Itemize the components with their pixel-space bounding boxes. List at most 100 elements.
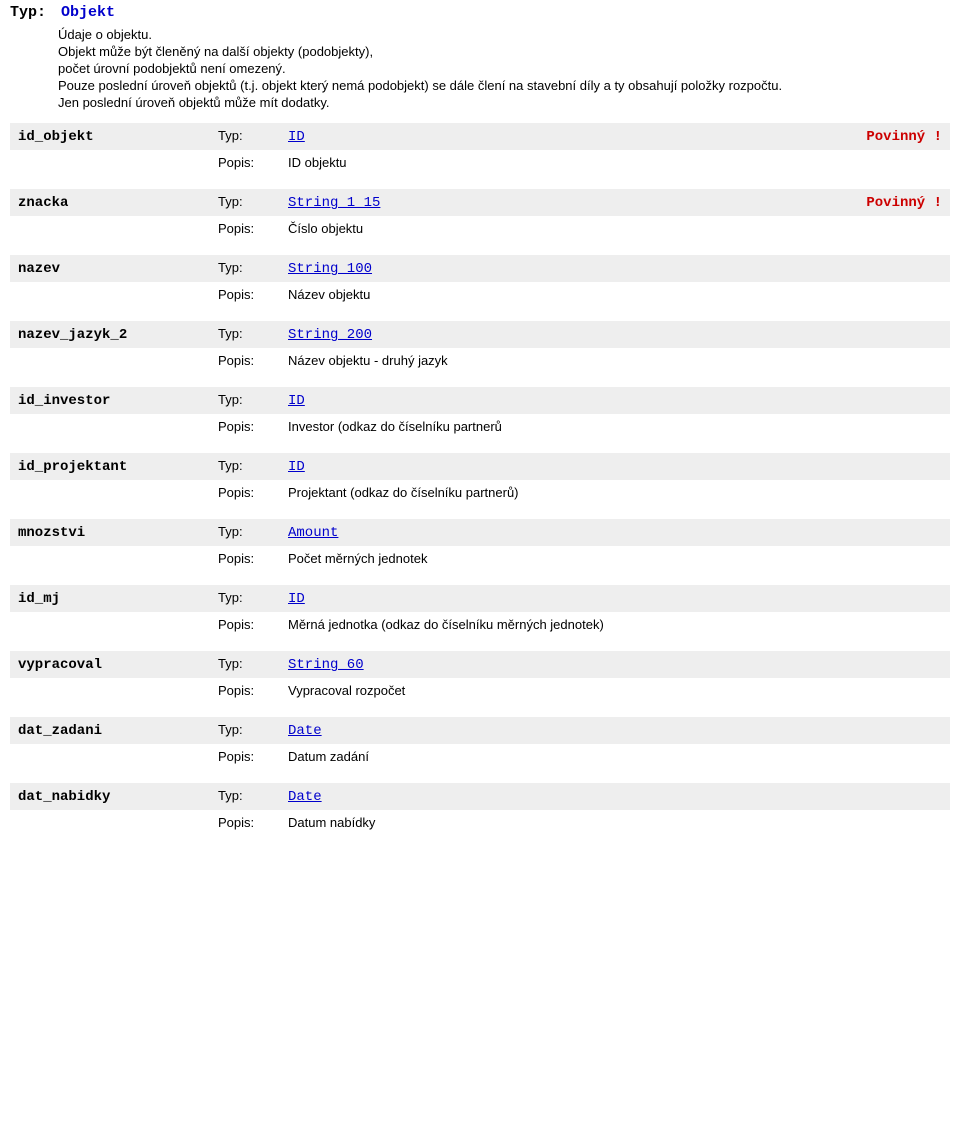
typ-label: Typ: xyxy=(218,656,288,671)
popis-value: Vypracoval rozpočet xyxy=(288,683,942,698)
desc-line: počet úrovní podobjektů není omezený. xyxy=(58,61,950,78)
field-desc-row: Popis:ID objektu xyxy=(10,150,950,175)
field-desc-row: Popis:Název objektu xyxy=(10,282,950,307)
popis-label: Popis: xyxy=(218,155,288,170)
popis-value: Název objektu xyxy=(288,287,942,302)
type-link[interactable]: ID xyxy=(288,591,305,607)
popis-value: Projektant (odkaz do číselníku partnerů) xyxy=(288,485,942,500)
popis-value: Datum nabídky xyxy=(288,815,942,830)
popis-value: ID objektu xyxy=(288,155,942,170)
typ-label: Typ: xyxy=(218,788,288,803)
typ-label: Typ: xyxy=(218,458,288,473)
field-name: dat_nabidky xyxy=(18,789,218,805)
popis-value: Investor (odkaz do číselníku partnerů xyxy=(288,419,942,434)
required-badge: Povinný ! xyxy=(866,129,942,145)
field-block: nazev_jazyk_2Typ:String_200Popis:Název o… xyxy=(10,321,950,373)
type-link[interactable]: Date xyxy=(288,723,322,739)
popis-label: Popis: xyxy=(218,617,288,632)
field-name: dat_zadani xyxy=(18,723,218,739)
field-block: id_mjTyp:IDPopis:Měrná jednotka (odkaz d… xyxy=(10,585,950,637)
field-desc-row: Popis:Počet měrných jednotek xyxy=(10,546,950,571)
type-header: Typ: Objekt Údaje o objektu. Objekt může… xyxy=(0,0,960,123)
required-badge: Povinný ! xyxy=(866,195,942,211)
popis-label: Popis: xyxy=(218,749,288,764)
type-header-label: Typ: xyxy=(10,4,46,21)
type-header-line: Typ: Objekt xyxy=(10,4,950,21)
field-block: dat_zadaniTyp:DatePopis:Datum zadání xyxy=(10,717,950,769)
desc-line: Objekt může být členěný na další objekty… xyxy=(58,44,950,61)
field-header-row: id_projektantTyp:ID xyxy=(10,453,950,480)
field-desc-row: Popis:Projektant (odkaz do číselníku par… xyxy=(10,480,950,505)
field-name: znacka xyxy=(18,195,218,211)
type-link[interactable]: String_100 xyxy=(288,261,372,277)
field-header-row: znackaTyp:String_1_15 Povinný ! xyxy=(10,189,950,216)
field-block: mnozstviTyp:AmountPopis:Počet měrných je… xyxy=(10,519,950,571)
type-link[interactable]: ID xyxy=(288,459,305,475)
type-header-value: Objekt xyxy=(61,4,115,21)
field-name: id_mj xyxy=(18,591,218,607)
field-block: id_objektTyp:ID Povinný ! Popis:ID objektu xyxy=(10,123,950,175)
field-header-row: id_investorTyp:ID xyxy=(10,387,950,414)
field-desc-row: Popis:Vypracoval rozpočet xyxy=(10,678,950,703)
type-link[interactable]: ID xyxy=(288,393,305,409)
field-block: id_investorTyp:IDPopis:Investor (odkaz d… xyxy=(10,387,950,439)
desc-line: Pouze poslední úroveň objektů (t.j. obje… xyxy=(58,78,950,95)
popis-value: Číslo objektu xyxy=(288,221,942,236)
type-link[interactable]: String_60 xyxy=(288,657,364,673)
field-name: nazev xyxy=(18,261,218,277)
field-name: vypracoval xyxy=(18,657,218,673)
typ-label: Typ: xyxy=(218,128,288,143)
popis-label: Popis: xyxy=(218,683,288,698)
field-header-row: dat_zadaniTyp:Date xyxy=(10,717,950,744)
field-desc-row: Popis:Název objektu - druhý jazyk xyxy=(10,348,950,373)
field-header-row: vypracovalTyp:String_60 xyxy=(10,651,950,678)
fields-list: id_objektTyp:IDPovinný !Popis:ID objektu… xyxy=(0,123,960,835)
field-desc-row: Popis:Datum zadání xyxy=(10,744,950,769)
field-name: id_objekt xyxy=(18,129,218,145)
type-link[interactable]: String_1_15 xyxy=(288,195,380,211)
popis-label: Popis: xyxy=(218,287,288,302)
field-desc-row: Popis:Datum nabídky xyxy=(10,810,950,835)
type-link[interactable]: ID xyxy=(288,129,305,145)
typ-label: Typ: xyxy=(218,590,288,605)
type-link[interactable]: String_200 xyxy=(288,327,372,343)
type-link[interactable]: Amount xyxy=(288,525,338,541)
typ-label: Typ: xyxy=(218,194,288,209)
popis-label: Popis: xyxy=(218,815,288,830)
popis-label: Popis: xyxy=(218,551,288,566)
typ-label: Typ: xyxy=(218,260,288,275)
field-block: vypracovalTyp:String_60Popis:Vypracoval … xyxy=(10,651,950,703)
popis-label: Popis: xyxy=(218,353,288,368)
field-header-row: nazev_jazyk_2Typ:String_200 xyxy=(10,321,950,348)
typ-label: Typ: xyxy=(218,392,288,407)
popis-label: Popis: xyxy=(218,221,288,236)
desc-line: Údaje o objektu. xyxy=(58,27,950,44)
field-block: nazevTyp:String_100Popis:Název objektu xyxy=(10,255,950,307)
field-header-row: id_objektTyp:ID Povinný ! xyxy=(10,123,950,150)
field-name: id_investor xyxy=(18,393,218,409)
typ-label: Typ: xyxy=(218,524,288,539)
field-desc-row: Popis:Měrná jednotka (odkaz do číselníku… xyxy=(10,612,950,637)
field-header-row: id_mjTyp:ID xyxy=(10,585,950,612)
type-link[interactable]: Date xyxy=(288,789,322,805)
popis-label: Popis: xyxy=(218,485,288,500)
popis-label: Popis: xyxy=(218,419,288,434)
field-header-row: mnozstviTyp:Amount xyxy=(10,519,950,546)
field-desc-row: Popis:Číslo objektu xyxy=(10,216,950,241)
field-block: dat_nabidkyTyp:DatePopis:Datum nabídky xyxy=(10,783,950,835)
popis-value: Název objektu - druhý jazyk xyxy=(288,353,942,368)
field-header-row: nazevTyp:String_100 xyxy=(10,255,950,282)
desc-line: Jen poslední úroveň objektů může mít dod… xyxy=(58,95,950,112)
field-block: id_projektantTyp:IDPopis:Projektant (odk… xyxy=(10,453,950,505)
field-header-row: dat_nabidkyTyp:Date xyxy=(10,783,950,810)
field-name: nazev_jazyk_2 xyxy=(18,327,218,343)
popis-value: Počet měrných jednotek xyxy=(288,551,942,566)
typ-label: Typ: xyxy=(218,722,288,737)
typ-label: Typ: xyxy=(218,326,288,341)
type-description: Údaje o objektu. Objekt může být členěný… xyxy=(58,27,950,111)
field-name: id_projektant xyxy=(18,459,218,475)
field-desc-row: Popis:Investor (odkaz do číselníku partn… xyxy=(10,414,950,439)
popis-value: Měrná jednotka (odkaz do číselníku měrný… xyxy=(288,617,942,632)
field-block: znackaTyp:String_1_15 Povinný ! Popis:Čísl… xyxy=(10,189,950,241)
field-name: mnozstvi xyxy=(18,525,218,541)
